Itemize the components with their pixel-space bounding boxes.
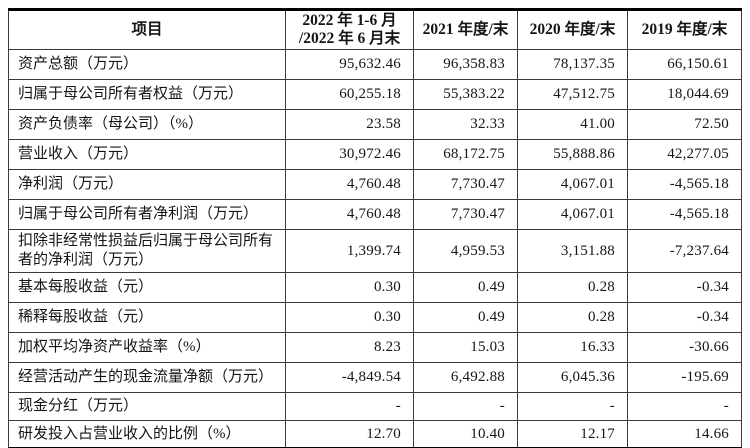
column-header-2021: 2021 年度/末: [413, 9, 518, 50]
column-header-item: 项目: [8, 9, 286, 50]
table-row: 资产负债率（母公司）（%） 23.58 32.33 41.00 72.50: [8, 109, 742, 140]
table-row: 归属于母公司所有者净利润（万元） 4,760.48 7,730.47 4,067…: [8, 199, 742, 230]
cell-value: 4,760.48: [285, 169, 414, 200]
cell-value: 4,067.01: [517, 199, 628, 230]
table-row: 营业收入（万元） 30,972.46 68,172.75 55,888.86 4…: [8, 139, 742, 170]
cell-value: -4,849.54: [285, 362, 414, 393]
table-row: 现金分红（万元） - - - -: [8, 392, 742, 421]
table-row: 研发投入占营业收入的比例（%） 12.70 10.40 12.17 14.66: [8, 420, 742, 448]
column-header-2019: 2019 年度/末: [627, 9, 742, 50]
row-label: 研发投入占营业收入的比例（%）: [8, 420, 286, 448]
cell-value: -0.34: [627, 302, 742, 333]
cell-value: 68,172.75: [413, 139, 518, 170]
cell-value: 8.23: [285, 332, 414, 363]
row-label: 稀释每股收益（元）: [8, 302, 286, 333]
cell-value: 15.03: [413, 332, 518, 363]
cell-value: 3,151.88: [517, 229, 628, 273]
cell-value: 47,512.75: [517, 79, 628, 110]
column-header-2022: 2022 年 1-6 月 /2022 年 6 月末: [285, 9, 414, 50]
row-label: 资产总额（万元）: [8, 49, 286, 80]
table-row: 稀释每股收益（元） 0.30 0.49 0.28 -0.34: [8, 302, 742, 333]
cell-value: 7,730.47: [413, 169, 518, 200]
cell-value: 6,045.36: [517, 362, 628, 393]
row-label: 基本每股收益（元）: [8, 272, 286, 303]
cell-value: 1,399.74: [285, 229, 414, 273]
cell-value: 0.30: [285, 302, 414, 333]
cell-value: -: [285, 392, 414, 421]
row-label: 营业收入（万元）: [8, 139, 286, 170]
financial-summary-table: 项目 2022 年 1-6 月 /2022 年 6 月末 2021 年度/末 2…: [8, 8, 742, 448]
row-label: 现金分红（万元）: [8, 392, 286, 421]
cell-value: 18,044.69: [627, 79, 742, 110]
row-label: 资产负债率（母公司）（%）: [8, 109, 286, 140]
cell-value: 55,888.86: [517, 139, 628, 170]
cell-value: 4,760.48: [285, 199, 414, 230]
table-row: 资产总额（万元） 95,632.46 96,358.83 78,137.35 6…: [8, 49, 742, 80]
cell-value: 30,972.46: [285, 139, 414, 170]
cell-value: -: [413, 392, 518, 421]
cell-value: -7,237.64: [627, 229, 742, 273]
cell-value: -: [627, 392, 742, 421]
cell-value: 0.28: [517, 302, 628, 333]
row-label: 净利润（万元）: [8, 169, 286, 200]
table-row: 加权平均净资产收益率（%） 8.23 15.03 16.33 -30.66: [8, 332, 742, 363]
cell-value: -4,565.18: [627, 199, 742, 230]
cell-value: 0.28: [517, 272, 628, 303]
cell-value: 12.70: [285, 420, 414, 448]
cell-value: 95,632.46: [285, 49, 414, 80]
cell-value: 6,492.88: [413, 362, 518, 393]
cell-value: 7,730.47: [413, 199, 518, 230]
row-label: 扣除非经常性损益后归属于母公司所有者的净利润（万元）: [8, 229, 286, 273]
cell-value: -195.69: [627, 362, 742, 393]
row-label: 归属于母公司所有者净利润（万元）: [8, 199, 286, 230]
cell-value: 72.50: [627, 109, 742, 140]
cell-value: 42,277.05: [627, 139, 742, 170]
cell-value: 23.58: [285, 109, 414, 140]
cell-value: 0.49: [413, 272, 518, 303]
cell-value: 10.40: [413, 420, 518, 448]
column-header-2020: 2020 年度/末: [517, 9, 628, 50]
cell-value: 66,150.61: [627, 49, 742, 80]
cell-value: 0.49: [413, 302, 518, 333]
row-label: 加权平均净资产收益率（%）: [8, 332, 286, 363]
table-row: 经营活动产生的现金流量净额（万元） -4,849.54 6,492.88 6,0…: [8, 362, 742, 393]
table-row: 基本每股收益（元） 0.30 0.49 0.28 -0.34: [8, 272, 742, 303]
cell-value: 12.17: [517, 420, 628, 448]
cell-value: 41.00: [517, 109, 628, 140]
cell-value: 55,383.22: [413, 79, 518, 110]
cell-value: -30.66: [627, 332, 742, 363]
cell-value: 14.66: [627, 420, 742, 448]
table-row: 归属于母公司所有者权益（万元） 60,255.18 55,383.22 47,5…: [8, 79, 742, 110]
table-row: 扣除非经常性损益后归属于母公司所有者的净利润（万元） 1,399.74 4,95…: [8, 229, 742, 273]
cell-value: 60,255.18: [285, 79, 414, 110]
row-label: 经营活动产生的现金流量净额（万元）: [8, 362, 286, 393]
cell-value: -: [517, 392, 628, 421]
cell-value: 4,959.53: [413, 229, 518, 273]
cell-value: 0.30: [285, 272, 414, 303]
cell-value: 96,358.83: [413, 49, 518, 80]
row-label: 归属于母公司所有者权益（万元）: [8, 79, 286, 110]
cell-value: -0.34: [627, 272, 742, 303]
cell-value: 16.33: [517, 332, 628, 363]
cell-value: 4,067.01: [517, 169, 628, 200]
cell-value: 32.33: [413, 109, 518, 140]
cell-value: 78,137.35: [517, 49, 628, 80]
table-row: 净利润（万元） 4,760.48 7,730.47 4,067.01 -4,56…: [8, 169, 742, 200]
cell-value: -4,565.18: [627, 169, 742, 200]
table-header-row: 项目 2022 年 1-6 月 /2022 年 6 月末 2021 年度/末 2…: [8, 9, 742, 50]
